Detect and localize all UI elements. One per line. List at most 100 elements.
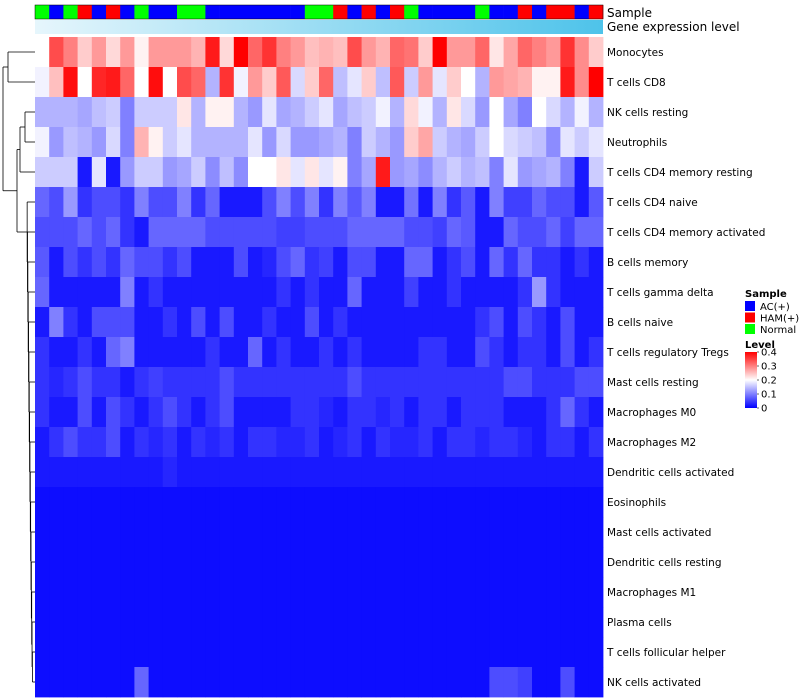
heatmap-cell [546, 247, 561, 278]
heatmap-cell [546, 37, 561, 68]
heatmap-cell [134, 547, 149, 578]
heatmap-cell [489, 277, 504, 308]
heatmap-cell [461, 637, 476, 668]
heatmap-cell [404, 637, 419, 668]
heatmap-cell [446, 397, 462, 428]
heatmap-cell [375, 157, 391, 188]
heatmap-cell [177, 97, 192, 128]
heatmap-cell [91, 277, 107, 308]
row-labels: Monocytes T cells CD8 NK cells resting Neut… [606, 47, 765, 689]
heatmap-cell [162, 607, 178, 638]
heatmap-cell [219, 397, 235, 428]
heatmap-cell [361, 367, 377, 398]
heatmap-cell [446, 247, 462, 278]
heatmap-cell [205, 127, 220, 158]
heatmap-cell [347, 577, 362, 608]
heatmap-cell [574, 637, 590, 668]
heatmap-cell [560, 607, 575, 638]
heatmap-cell [546, 427, 561, 458]
heatmap-cell [304, 577, 320, 608]
heatmap-cell [375, 517, 391, 548]
heatmap-cell [191, 487, 206, 518]
heatmap-cell [177, 217, 192, 248]
heatmap-cell [162, 517, 178, 548]
heatmap-cell [532, 127, 547, 158]
heatmap-cell [91, 367, 107, 398]
heatmap-cell [276, 37, 291, 68]
heatmap-cell [532, 217, 547, 248]
heatmap-cell [91, 157, 107, 188]
heatmap-cell [546, 637, 561, 668]
heatmap-cell [290, 157, 306, 188]
sample-annotation-cell [475, 5, 490, 19]
heatmap-cell [333, 397, 348, 428]
heatmap-cell [134, 577, 149, 608]
heatmap-cell [588, 577, 604, 608]
heatmap-cell [134, 277, 149, 308]
heatmap-cell [503, 637, 519, 668]
heatmap-cell [63, 487, 78, 518]
heatmap-cell [49, 187, 64, 218]
heatmap-cell [361, 607, 377, 638]
heatmap-cell [120, 517, 135, 548]
heatmap-cell [461, 187, 476, 218]
heatmap-cell [503, 667, 519, 698]
heatmap-cell [404, 337, 419, 368]
heatmap-cell [177, 157, 192, 188]
heatmap-cell [219, 157, 235, 188]
heatmap-cell [276, 277, 291, 308]
heatmap-cell [390, 397, 405, 428]
heatmap-cell [191, 367, 206, 398]
heatmap-cell [461, 127, 476, 158]
heatmap-cell [418, 457, 433, 488]
heatmap-cell [191, 277, 206, 308]
sample-annotation-cell [503, 5, 519, 19]
heatmap-cell [304, 637, 320, 668]
heatmap-cell [546, 367, 561, 398]
heatmap-cell [177, 547, 192, 578]
heatmap-cell [418, 127, 433, 158]
heatmap-cell [319, 157, 334, 188]
heatmap-cell [106, 247, 121, 278]
heatmap-cell [205, 307, 220, 338]
heatmap-cell [390, 97, 405, 128]
heatmap-cell [475, 397, 490, 428]
heatmap-cell [319, 187, 334, 218]
heatmap-cell [446, 307, 462, 338]
heatmap-cell [219, 67, 235, 98]
heatmap-cell [546, 547, 561, 578]
heatmap-cell [120, 397, 135, 428]
heatmap-cell [233, 37, 249, 68]
sample-annotation-cell [532, 5, 547, 19]
heatmap-cell [162, 337, 178, 368]
heatmap-cell [304, 397, 320, 428]
heatmap-cell [347, 517, 362, 548]
heatmap-cell [304, 547, 320, 578]
sample-annotation-cell [134, 5, 149, 19]
sample-annotation-cell [574, 5, 590, 19]
heatmap-cell [290, 397, 306, 428]
heatmap-cell [276, 187, 291, 218]
heatmap-cell [106, 577, 121, 608]
heatmap-cell [333, 37, 348, 68]
heatmap-cell [574, 667, 590, 698]
heatmap-cell [361, 637, 377, 668]
heatmap-cell [49, 607, 64, 638]
heatmap-cell [177, 487, 192, 518]
heatmap-cell [475, 187, 490, 218]
legend-group-label: Normal [760, 325, 796, 336]
heatmap-cell [446, 427, 462, 458]
heatmap-cell [120, 367, 135, 398]
heatmap-cell [205, 247, 220, 278]
heatmap-cell [35, 127, 50, 158]
heatmap-cell [120, 637, 135, 668]
heatmap-cell [49, 487, 64, 518]
heatmap-cell [248, 667, 263, 698]
heatmap-cell [120, 97, 135, 128]
heatmap-cell [120, 277, 135, 308]
heatmap-cell [134, 667, 149, 698]
heatmap-cell [262, 97, 277, 128]
heatmap-cell [77, 37, 93, 68]
heatmap-cell [532, 337, 547, 368]
heatmap-cell [77, 217, 93, 248]
